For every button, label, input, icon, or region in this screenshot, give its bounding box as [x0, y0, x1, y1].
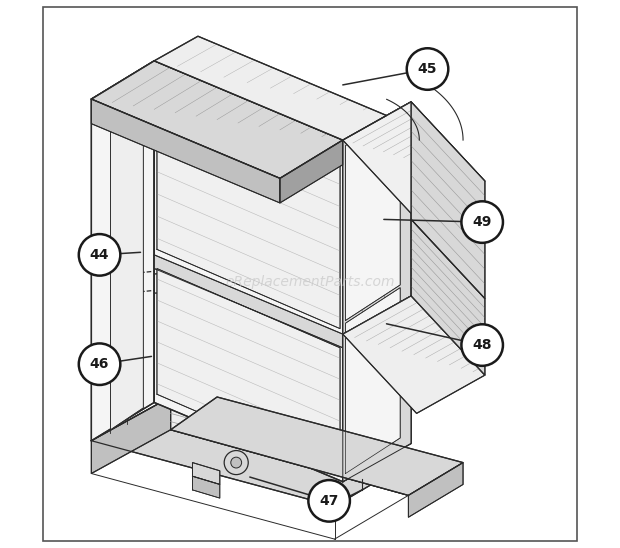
Polygon shape: [91, 99, 280, 203]
Polygon shape: [343, 296, 411, 482]
Circle shape: [461, 324, 503, 366]
Circle shape: [461, 201, 503, 243]
Polygon shape: [154, 36, 386, 140]
Polygon shape: [154, 61, 343, 482]
Text: 44: 44: [90, 248, 109, 262]
Circle shape: [79, 234, 120, 276]
Polygon shape: [170, 397, 463, 495]
Polygon shape: [91, 397, 170, 473]
Text: 49: 49: [472, 215, 492, 229]
Polygon shape: [91, 61, 343, 178]
Polygon shape: [170, 397, 409, 495]
Text: 46: 46: [90, 357, 109, 371]
Polygon shape: [411, 219, 485, 375]
Text: 48: 48: [472, 338, 492, 352]
Polygon shape: [192, 463, 220, 484]
Polygon shape: [157, 72, 340, 329]
Polygon shape: [345, 288, 400, 473]
Circle shape: [407, 48, 448, 90]
Circle shape: [224, 450, 248, 475]
Polygon shape: [345, 110, 400, 321]
Polygon shape: [343, 102, 485, 219]
Polygon shape: [343, 102, 411, 482]
Polygon shape: [192, 476, 220, 498]
Polygon shape: [343, 102, 411, 334]
Text: 47: 47: [319, 494, 339, 508]
Polygon shape: [280, 140, 343, 203]
Polygon shape: [91, 61, 154, 441]
Polygon shape: [154, 255, 343, 348]
Polygon shape: [110, 69, 143, 430]
Polygon shape: [91, 397, 409, 506]
Text: eReplacementParts.com: eReplacementParts.com: [225, 275, 395, 289]
Polygon shape: [411, 102, 485, 299]
Polygon shape: [157, 269, 340, 473]
Circle shape: [308, 480, 350, 522]
Circle shape: [79, 344, 120, 385]
Circle shape: [231, 457, 242, 468]
Polygon shape: [409, 463, 463, 517]
Polygon shape: [343, 296, 485, 413]
Text: 45: 45: [418, 62, 437, 76]
